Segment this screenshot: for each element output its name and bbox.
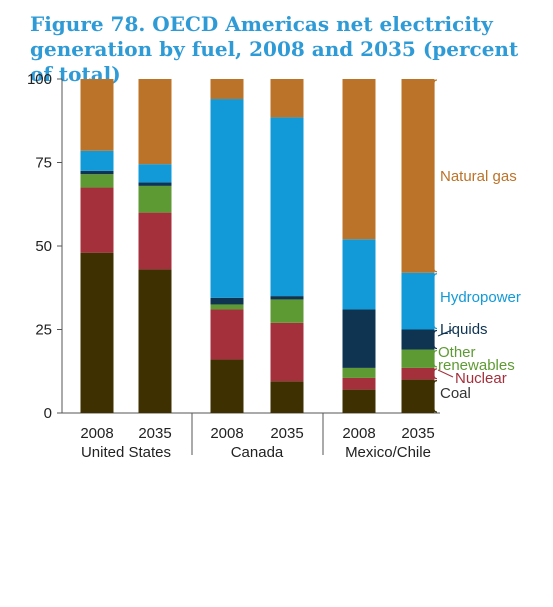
x-tick-label: 2035 — [270, 425, 303, 442]
x-tick-label: 2035 — [401, 425, 434, 442]
legend-bracket — [433, 329, 438, 350]
bar-segment — [138, 269, 172, 413]
x-tick-label: 2035 — [138, 425, 171, 442]
bar-segment — [342, 239, 376, 310]
bar-segment — [401, 272, 435, 330]
y-tick-label: 25 — [35, 322, 52, 339]
group-label: Mexico/Chile — [345, 444, 431, 461]
bar-segment — [401, 329, 435, 350]
chart-title: Figure 78. OECD Americas net electricity… — [30, 12, 519, 86]
bar-segment — [270, 322, 304, 382]
legend-label: Hydropower — [440, 289, 521, 306]
legend-bracket — [433, 273, 438, 330]
legend-connector — [437, 369, 454, 378]
legend-label: Other — [438, 344, 476, 361]
bar-segment — [210, 304, 244, 310]
bar-segment — [80, 150, 114, 171]
y-tick-label: 100 — [27, 71, 52, 88]
bar-segment — [138, 164, 172, 183]
bar-segment — [80, 174, 114, 188]
bar-segment — [342, 367, 376, 378]
legend-label: renewables — [438, 357, 515, 374]
legend-label: Natural gas — [440, 168, 517, 185]
bar-segment — [138, 79, 172, 165]
legend-label: Nuclear — [455, 370, 507, 387]
bar-segment — [270, 296, 304, 300]
group-label: United States — [81, 444, 171, 461]
y-tick-label: 75 — [35, 155, 52, 172]
bar-segment — [342, 309, 376, 368]
legend-label: Coal — [440, 385, 471, 402]
bar-segment — [138, 182, 172, 186]
bar-segment — [342, 389, 376, 413]
bar-segment — [210, 79, 244, 100]
y-tick-label: 50 — [35, 238, 52, 255]
bar-segment — [270, 381, 304, 413]
bar-segment — [342, 377, 376, 390]
bar-segment — [342, 79, 376, 240]
legend-bracket — [433, 349, 438, 368]
legend-connector — [437, 329, 453, 337]
x-tick-label: 2008 — [342, 425, 375, 442]
bar-segment — [210, 309, 244, 360]
bar-segment — [210, 359, 244, 413]
bar-segment — [401, 349, 435, 368]
bar-segment — [401, 379, 435, 413]
bar-segment — [401, 367, 435, 380]
bar-segment — [270, 117, 304, 297]
bar-segment — [401, 79, 435, 273]
bar-segment — [80, 187, 114, 253]
bar-segment — [80, 79, 114, 151]
bar-segment — [138, 212, 172, 270]
legend-label: Liquids — [440, 321, 488, 338]
bar-segment — [80, 252, 114, 413]
x-tick-label: 2008 — [80, 425, 113, 442]
bar-segment — [270, 79, 304, 118]
bar-segment — [210, 99, 244, 298]
y-tick-label: 0 — [44, 405, 52, 422]
bar-segment — [138, 185, 172, 213]
group-label: Canada — [231, 444, 284, 461]
bar-segment — [270, 299, 304, 323]
legend-bracket — [433, 79, 438, 273]
bar-segment — [210, 297, 244, 305]
x-tick-label: 2008 — [210, 425, 243, 442]
bar-segment — [80, 170, 114, 175]
legend-bracket — [433, 368, 438, 380]
legend-bracket — [433, 380, 438, 413]
